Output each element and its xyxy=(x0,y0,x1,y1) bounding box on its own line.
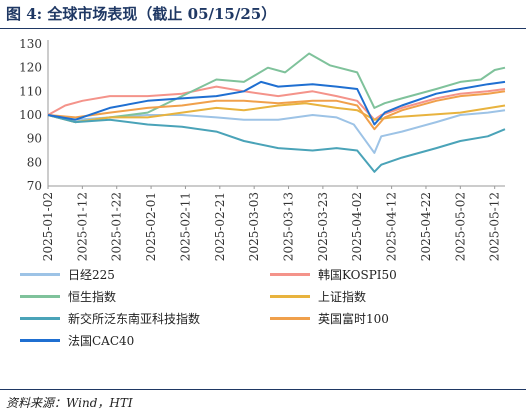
source-rule xyxy=(0,389,526,390)
legend-item: 新交所泛东南亚科技指数 xyxy=(20,310,200,327)
series-line xyxy=(47,114,506,173)
y-tick-label: 70 xyxy=(27,179,42,193)
legend-label: 英国富时100 xyxy=(318,312,389,326)
legend-label: 新交所泛东南亚科技指数 xyxy=(68,312,201,326)
x-tick-label: 2025-02-21 xyxy=(213,192,227,261)
title-rule xyxy=(0,28,526,29)
legend-swatch xyxy=(270,317,310,320)
legend-label: 恒生指数 xyxy=(68,290,117,304)
series-line xyxy=(47,52,506,124)
y-tick-label: 90 xyxy=(27,132,42,146)
x-tick-label: 2025-03-23 xyxy=(316,192,330,261)
legend-swatch xyxy=(20,295,60,298)
x-tick-label: 2025-04-12 xyxy=(385,192,399,261)
legend-item: 韩国KOSPI50 xyxy=(270,266,397,283)
legend-item: 上证指数 xyxy=(270,288,366,305)
x-tick-label: 2025-01-22 xyxy=(110,192,124,261)
chart-axes: 70 80 90 100 110 120 130 2025-01-02 2025-01-12 20… xyxy=(19,37,505,261)
legend-swatch xyxy=(20,273,60,276)
chart-series xyxy=(47,52,506,173)
x-tick-label: 2025-01-02 xyxy=(41,192,55,261)
series-line xyxy=(47,102,506,124)
x-tick-label: 2025-01-12 xyxy=(75,192,89,261)
y-tick-label: 120 xyxy=(19,61,42,75)
series-line xyxy=(47,85,506,121)
legend-label: 韩国KOSPI50 xyxy=(318,268,397,282)
series-line xyxy=(47,90,506,131)
y-tick-label: 80 xyxy=(27,155,42,169)
x-tick-label: 2025-03-13 xyxy=(282,192,296,261)
y-tick-label: 100 xyxy=(19,108,42,122)
x-tick-label: 2025-04-22 xyxy=(419,192,433,261)
legend-item: 英国富时100 xyxy=(270,310,389,327)
legend-swatch xyxy=(270,273,310,276)
legend-label: 上证指数 xyxy=(318,290,367,304)
x-tick-label: 2025-03-03 xyxy=(247,192,261,261)
x-tick-label: 2025-02-01 xyxy=(144,192,158,261)
legend-swatch xyxy=(270,295,310,298)
x-tick-label: 2025-02-11 xyxy=(178,192,192,261)
y-tick-label: 130 xyxy=(19,37,42,51)
legend-label: 法国CAC40 xyxy=(68,334,135,348)
x-tick-label: 2025-05-02 xyxy=(453,192,467,261)
y-tick-label: 110 xyxy=(19,84,42,98)
x-tick-label: 2025-04-02 xyxy=(350,192,364,261)
source-note: 资料来源：Wind，HTI xyxy=(6,396,133,410)
legend-item: 恒生指数 xyxy=(20,288,116,305)
legend-label: 日经225 xyxy=(68,268,115,282)
line-chart: 70 80 90 100 110 120 130 2025-01-02 2025-01-12 20… xyxy=(19,37,506,261)
figure-title: 图 4: 全球市场表现（截止 05/15/25） xyxy=(6,5,277,23)
chart-legend: 日经225 韩国KOSPI50 恒生指数 上证指数新交所泛东南亚科技指数 英国富时100… xyxy=(20,266,520,366)
legend-swatch xyxy=(20,317,60,320)
legend-item: 日经225 xyxy=(20,266,115,283)
legend-swatch xyxy=(20,339,60,342)
legend-item: 法国CAC40 xyxy=(20,332,134,349)
series-line xyxy=(47,109,506,154)
x-tick-label: 2025-05-12 xyxy=(488,192,502,261)
series-line xyxy=(47,80,506,126)
